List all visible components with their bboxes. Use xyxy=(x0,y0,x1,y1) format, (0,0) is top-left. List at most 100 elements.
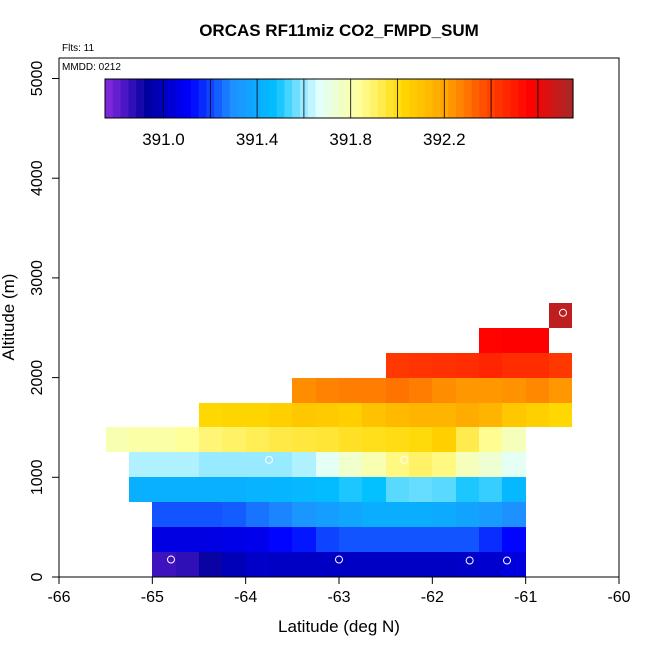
x-tick-label: -64 xyxy=(234,589,257,606)
heatmap-cell xyxy=(502,427,526,452)
heatmap-cell xyxy=(409,427,432,452)
heatmap-cell xyxy=(432,527,456,552)
heatmap-cell xyxy=(526,403,549,427)
heatmap-cell xyxy=(199,477,222,502)
colorbar-segment xyxy=(385,79,395,118)
colorbar-segment xyxy=(495,79,504,118)
heatmap-cell xyxy=(199,502,222,527)
heatmap-cell xyxy=(386,427,409,452)
colorbar-segment xyxy=(463,79,473,118)
colorbar-segment xyxy=(183,79,192,118)
heatmap-cell xyxy=(549,378,572,403)
heatmap-cell xyxy=(339,477,362,502)
heatmap-cell xyxy=(479,527,502,552)
y-tick-label: 0 xyxy=(29,572,46,581)
heatmap-cell xyxy=(246,427,269,452)
colorbar-segment xyxy=(245,79,254,118)
colorbar-segment xyxy=(112,79,122,118)
colorbar-segment xyxy=(417,79,426,118)
heatmap-cell xyxy=(292,403,316,427)
heatmap-cell xyxy=(246,477,269,502)
colorbar-segment xyxy=(424,79,434,118)
heatmap-cell xyxy=(316,527,339,552)
colorbar-segment xyxy=(214,79,223,118)
heatmap-cell xyxy=(316,378,339,403)
heatmap-cell xyxy=(246,403,269,427)
colorbar-tick-label: 391.4 xyxy=(236,130,279,149)
heatmap-cell xyxy=(339,403,362,427)
heatmap-cell xyxy=(432,427,456,452)
heatmap-cell xyxy=(316,502,339,527)
colorbar-segment xyxy=(229,79,239,118)
colorbar-segment xyxy=(339,79,348,118)
heatmap-cell xyxy=(362,527,386,552)
sample-point xyxy=(400,455,409,464)
sample-point xyxy=(265,455,273,464)
colorbar-segment xyxy=(479,79,488,118)
heatmap-cell xyxy=(176,527,199,552)
heatmap-cell xyxy=(386,452,409,477)
y-tick-label: 3000 xyxy=(29,260,46,296)
heatmap-cell xyxy=(409,477,432,502)
colorbar-segment xyxy=(401,79,410,118)
heatmap-cell xyxy=(502,552,526,577)
colorbar-segment xyxy=(549,79,558,118)
heatmap-cell xyxy=(386,378,409,403)
colorbar-segment xyxy=(190,79,200,118)
heatmap-cell xyxy=(456,452,479,477)
heatmap-cell xyxy=(432,403,456,427)
heatmap-cell xyxy=(246,502,269,527)
heatmap-cell xyxy=(199,452,222,477)
colorbar-segment xyxy=(456,79,465,118)
heatmap-cell xyxy=(292,378,316,403)
heatmap-cell xyxy=(432,353,456,378)
heatmap-cell xyxy=(432,502,456,527)
sample-point xyxy=(167,555,175,564)
colorbar-segment xyxy=(151,79,161,118)
colorbar: 391.0 391.4 391.8 392.2 xyxy=(104,78,574,149)
heatmap-cell xyxy=(456,477,479,502)
colorbar-segment xyxy=(276,79,285,118)
heatmap-cell xyxy=(292,552,316,577)
heatmap-cell xyxy=(526,378,549,403)
heatmap-cell xyxy=(316,477,339,502)
colorbar-segment xyxy=(502,79,512,118)
heatmap-cell xyxy=(409,502,432,527)
heatmap-cell xyxy=(269,452,292,477)
heatmap-cell xyxy=(316,427,339,452)
heatmap-cell xyxy=(269,403,292,427)
date-label: MMDD: 0212 xyxy=(62,62,121,73)
heatmap-cell xyxy=(549,403,572,427)
heatmap-cell xyxy=(479,452,502,477)
heatmap-cell xyxy=(199,403,222,427)
heatmap-cell xyxy=(292,452,316,477)
heatmap-cell xyxy=(409,403,432,427)
heatmap-cell xyxy=(456,427,479,452)
flights-label: Flts: 11 xyxy=(62,43,94,54)
colorbar-frame xyxy=(104,78,574,119)
plot-frame xyxy=(58,57,620,578)
colorbar-segment xyxy=(448,79,457,118)
colorbar-tick-label: 392.2 xyxy=(423,130,466,149)
x-axis-label: Latitude (deg N) xyxy=(278,617,400,636)
heatmap-cell xyxy=(432,378,456,403)
heatmap-cell xyxy=(456,353,479,378)
heatmap-cell xyxy=(152,552,176,577)
heatmap-cell xyxy=(456,552,479,577)
colorbar-segment xyxy=(198,79,207,118)
chart-title: ORCAS RF11miz CO2_FMPD_SUM xyxy=(199,21,479,40)
x-tick-label: -62 xyxy=(421,589,444,606)
heatmap-cell xyxy=(129,452,152,477)
colorbar-segment xyxy=(128,79,137,118)
axes: -66 -65 -64 -63 -62 -61 -60 0 1000 2000 3000 4000 50… xyxy=(29,61,631,606)
x-tick-label: -66 xyxy=(47,589,70,606)
colorbar-segment xyxy=(331,79,340,118)
heatmap-cell xyxy=(176,427,199,452)
x-tick-label: -63 xyxy=(327,589,350,606)
heatmap-cell xyxy=(362,502,386,527)
heatmap-cell xyxy=(502,403,526,427)
heatmap-cell xyxy=(152,427,176,452)
heatmap-cell xyxy=(222,427,246,452)
heatmap-cell xyxy=(339,527,362,552)
heatmap-cell xyxy=(339,502,362,527)
